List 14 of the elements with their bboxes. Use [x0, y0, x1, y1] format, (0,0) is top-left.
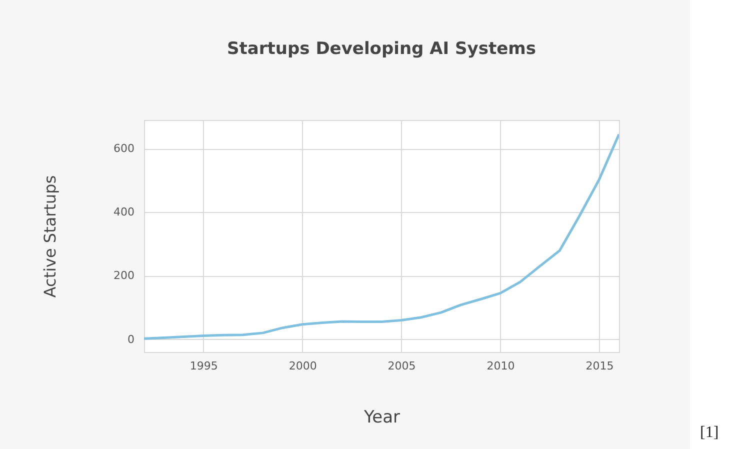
text: [1]	[700, 424, 719, 442]
chart-title: Startups Developing AI Systems	[227, 39, 536, 59]
y-tick-label: 600	[114, 142, 134, 156]
y-tick-label: 0	[128, 332, 134, 346]
y-axis-title: Active Startups	[40, 175, 60, 298]
y-tick-label: 200	[114, 269, 134, 282]
line-series	[144, 133, 619, 340]
x-tick-label: 2005	[388, 360, 416, 372]
y-tick-label: 400	[114, 206, 134, 219]
x-tick-label: 2000	[288, 360, 317, 372]
x-tick-label: 2015	[586, 360, 614, 372]
x-tick-label: 1995	[190, 360, 218, 372]
x-tick-label: 2010	[486, 360, 515, 372]
x-axis-title: Year	[363, 408, 400, 428]
